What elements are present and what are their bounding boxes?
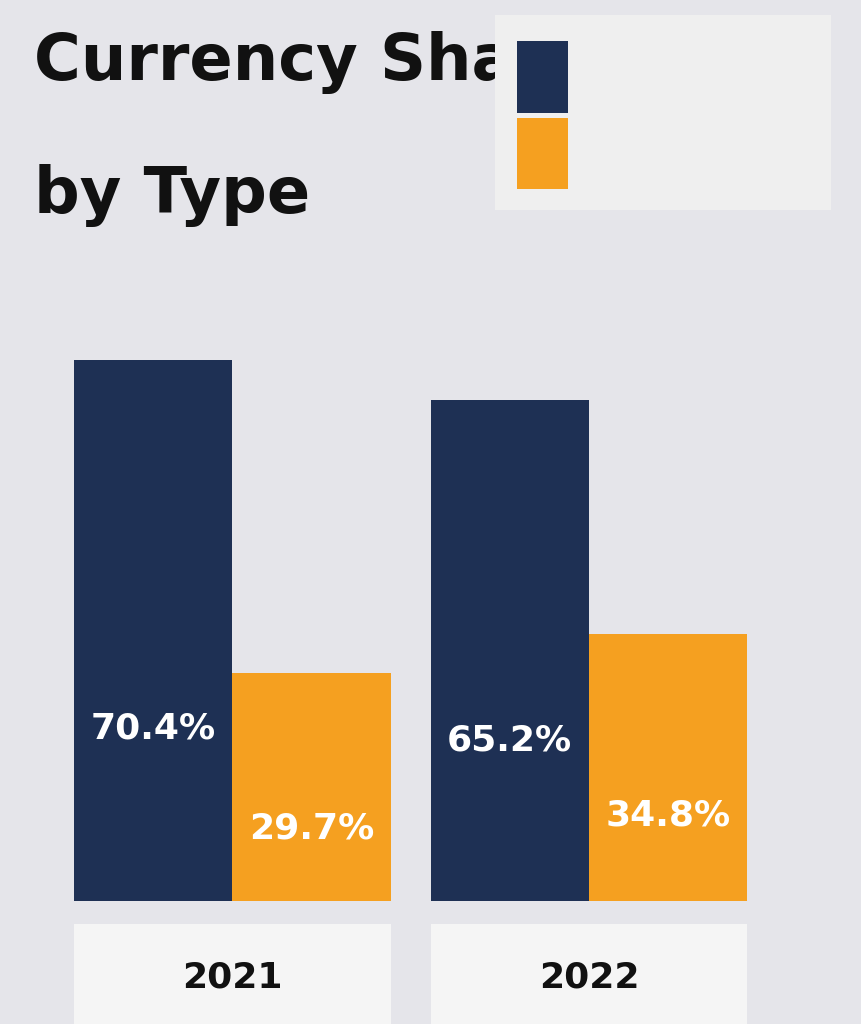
- Text: by Type: by Type: [34, 164, 311, 227]
- Text: 29.7%: 29.7%: [249, 811, 375, 845]
- Text: 2022: 2022: [539, 961, 639, 995]
- Text: Fiat: Fiat: [594, 62, 660, 91]
- Bar: [589, 634, 747, 901]
- Bar: [232, 673, 391, 901]
- Bar: [430, 400, 589, 901]
- Text: Currency Share: Currency Share: [34, 31, 590, 94]
- Bar: [74, 925, 391, 1024]
- Text: 34.8%: 34.8%: [605, 799, 731, 833]
- Text: 65.2%: 65.2%: [447, 724, 573, 758]
- Text: Crypto: Crypto: [594, 137, 709, 166]
- Bar: [74, 360, 232, 901]
- Text: 70.4%: 70.4%: [90, 711, 216, 745]
- Bar: [430, 925, 747, 1024]
- Text: 2021: 2021: [183, 961, 282, 995]
